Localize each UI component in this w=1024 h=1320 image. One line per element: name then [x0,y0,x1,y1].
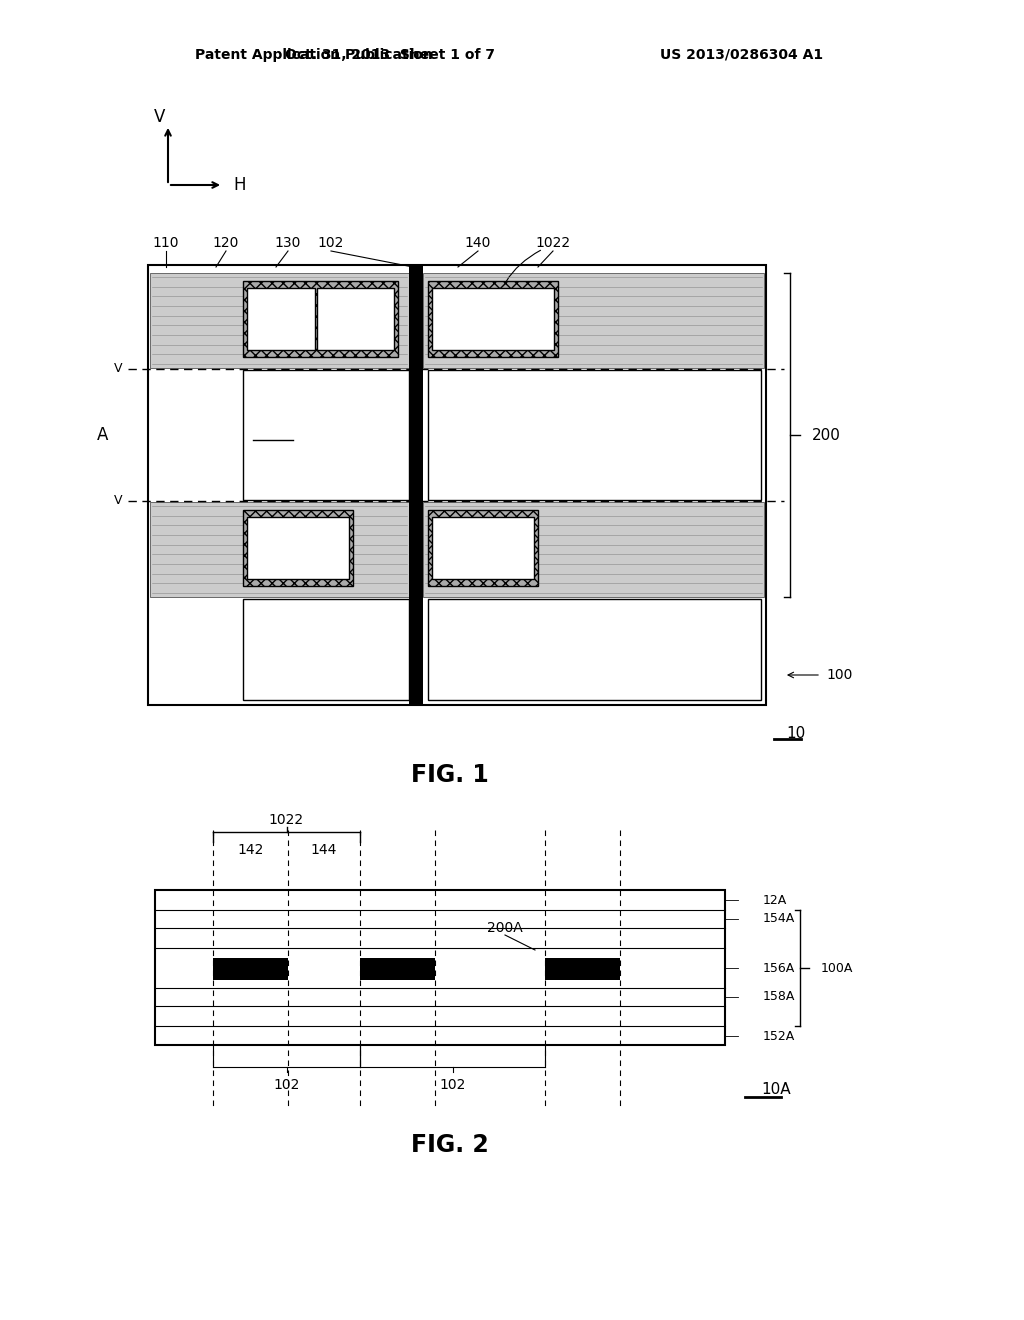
Bar [148,265,766,705]
Bar [243,599,409,700]
Bar [150,273,409,368]
Text: 144: 144 [311,843,337,857]
Bar [155,890,725,1045]
Bar [428,281,558,356]
Text: 102: 102 [317,236,344,249]
Text: V: V [155,108,166,125]
Text: 100A: 100A [821,961,853,974]
Text: 154A: 154A [763,912,796,925]
Text: 120: 120 [213,236,240,249]
Bar [416,265,423,705]
Text: V: V [114,495,122,507]
Text: 200: 200 [812,428,841,442]
Bar [360,958,435,979]
Bar [317,288,394,350]
Text: 110: 110 [153,236,179,249]
Bar [428,599,761,700]
Text: H: H [233,176,246,194]
Bar [150,502,409,597]
Bar [432,288,554,350]
Text: 1022: 1022 [269,813,304,828]
Text: A: A [97,426,109,444]
Text: 152A: 152A [763,1030,796,1043]
Text: 10A: 10A [761,1082,791,1097]
Text: 12A: 12A [763,894,787,907]
Text: 200A: 200A [487,921,523,935]
Bar [243,281,398,356]
Text: 100: 100 [826,668,852,682]
Text: US 2013/0286304 A1: US 2013/0286304 A1 [660,48,823,62]
Text: Oct. 31, 2013  Sheet 1 of 7: Oct. 31, 2013 Sheet 1 of 7 [285,48,495,62]
Text: 102: 102 [273,1078,300,1092]
Bar [432,517,534,579]
Bar [423,502,764,597]
Bar [428,510,538,586]
Text: 102: 102 [439,1078,466,1092]
Bar [243,510,353,586]
Bar [545,958,620,979]
Bar [247,517,349,579]
Text: FIG. 1: FIG. 1 [411,763,488,787]
Text: 130: 130 [274,236,301,249]
Text: 144: 144 [285,422,311,437]
Text: B: B [350,312,360,326]
Bar [423,273,764,368]
Text: 140: 140 [465,236,492,249]
Text: V: V [114,363,122,375]
Text: 1022: 1022 [536,236,570,249]
Text: 10: 10 [786,726,805,741]
Bar [243,370,409,500]
Text: 158A: 158A [763,990,796,1003]
Bar [213,958,288,979]
Bar [247,288,315,350]
Bar [428,370,761,500]
Text: 142: 142 [268,312,294,326]
Text: FIG. 2: FIG. 2 [411,1133,488,1158]
Text: Patent Application Publication: Patent Application Publication [195,48,433,62]
Text: 156A: 156A [763,961,796,974]
Text: 142: 142 [238,843,264,857]
Bar [409,265,416,705]
